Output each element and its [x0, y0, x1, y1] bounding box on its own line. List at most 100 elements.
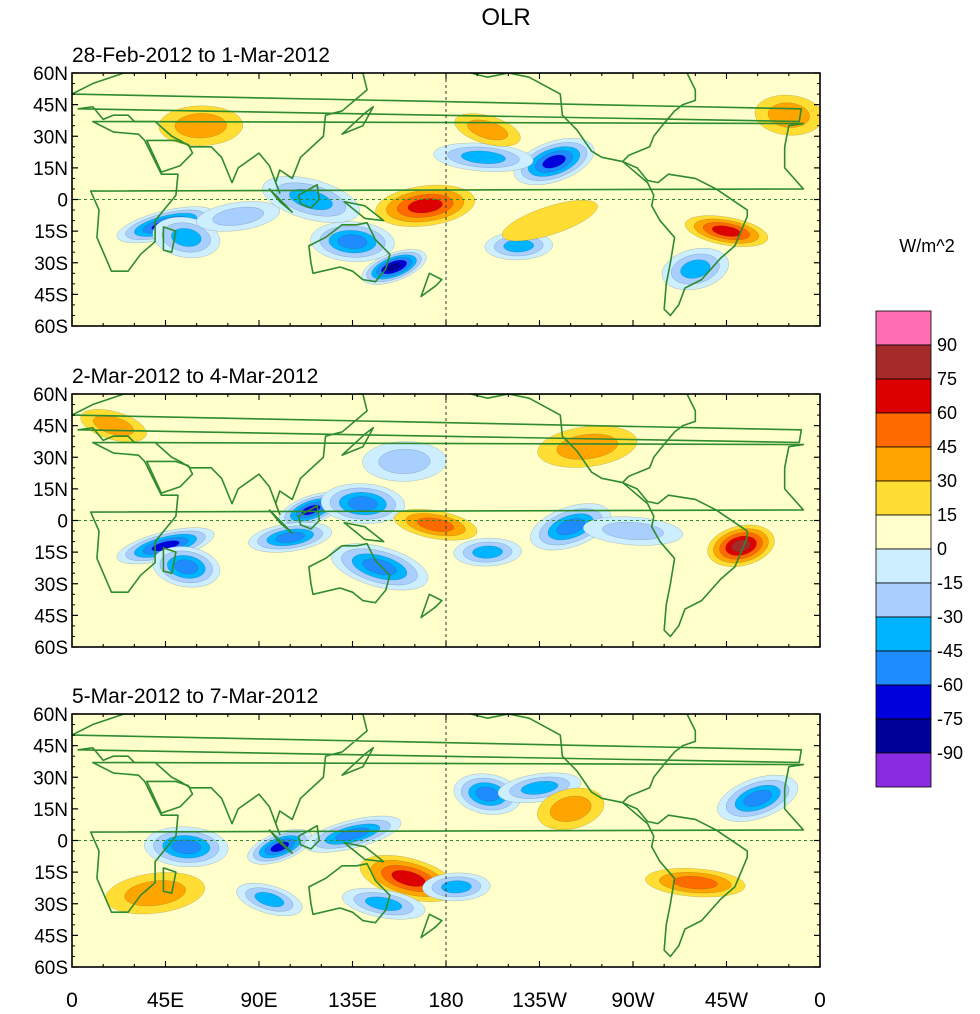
olr-anomaly — [375, 184, 476, 227]
lat-label: 60N — [33, 64, 68, 85]
colorbar-label: 75 — [937, 369, 957, 389]
colorbar-label: -90 — [937, 743, 963, 763]
lon-label: 0 — [814, 989, 826, 1012]
colorbar-label: -45 — [937, 641, 963, 661]
lat-label: 60S — [34, 958, 68, 979]
longitude-axis-labels: 0 45E 90E 135E 180 135W 90W 45W 0 — [66, 989, 826, 1012]
olr-anomaly — [717, 774, 799, 822]
olr-anomaly — [513, 138, 595, 186]
olr-anomaly — [684, 215, 769, 247]
olr-anomaly — [105, 872, 205, 915]
colorbar-swatch — [875, 616, 932, 652]
olr-anomaly — [433, 142, 534, 172]
olr-anomaly — [310, 221, 395, 262]
lat-label: 15S — [34, 543, 68, 564]
lat-label: 45N — [33, 96, 68, 117]
olr-anomaly — [454, 113, 521, 147]
colorbar-swatch — [875, 684, 932, 720]
lon-label: 90E — [240, 989, 277, 1012]
olr-anomaly — [342, 887, 426, 920]
olr-anomaly — [236, 882, 303, 917]
colorbar-label: 90 — [937, 335, 957, 355]
colorbar-swatch — [875, 480, 932, 516]
map-panel-1: 60N 45N 30N 15N 0 15S 30S 45S 60S — [33, 64, 821, 338]
panel-1-title: 28-Feb-2012 to 1-Mar-2012 — [72, 44, 330, 67]
colorbar-label: 45 — [937, 437, 957, 457]
lat-label: 0 — [57, 832, 68, 853]
colorbar-label: -60 — [937, 675, 963, 695]
lat-label: 15N — [33, 159, 68, 180]
colorbar-swatch — [875, 378, 932, 414]
figure-title: OLR — [481, 4, 530, 31]
olr-anomaly — [707, 524, 775, 567]
lon-label: 135W — [512, 989, 567, 1012]
colorbar-swatch — [875, 446, 932, 482]
colorbar-label: 0 — [937, 539, 947, 559]
olr-anomaly — [661, 247, 729, 291]
lat-label: 60S — [34, 638, 68, 659]
olr-anomaly — [645, 868, 746, 898]
lat-label: 15S — [34, 863, 68, 884]
colorbar-label: 60 — [937, 403, 957, 423]
olr-anomaly — [248, 522, 333, 553]
map-panel-2: 60N 45N 30N 15N 0 15S 30S 45S 60S — [33, 385, 821, 659]
lat-label: 30N — [33, 127, 68, 148]
panel-3-title: 5-Mar-2012 to 7-Mar-2012 — [72, 685, 318, 708]
lon-label: 45W — [705, 989, 748, 1012]
olr-anomaly — [247, 829, 313, 865]
colorbar-swatch — [875, 310, 932, 346]
coastlines — [72, 394, 805, 638]
olr-anomaly — [152, 216, 221, 259]
colorbar-swatch — [875, 548, 932, 584]
olr-anomaly — [453, 537, 522, 567]
lat-label: 15N — [33, 480, 68, 501]
colorbar-swatch — [875, 344, 932, 380]
colorbar: 90 75 60 45 30 15 0 -15 -30 -45 -60 -75 -90 — [875, 310, 963, 788]
colorbar-swatch — [875, 412, 932, 448]
lat-label: 45S — [34, 606, 68, 627]
colorbar-swatch — [875, 582, 932, 618]
lat-label: 30S — [34, 254, 68, 275]
lon-label: 90W — [611, 989, 654, 1012]
olr-anomaly — [537, 787, 605, 831]
lat-label: 30N — [33, 448, 68, 469]
lon-label: 45E — [147, 989, 184, 1012]
map-panel-3: 60N 45N 30N 15N 0 15S 30S 45S 60S — [33, 705, 821, 979]
olr-anomaly — [393, 508, 478, 541]
colorbar-label: -75 — [937, 709, 963, 729]
lat-label: 45S — [34, 285, 68, 306]
panel-2-title: 2-Mar-2012 to 4-Mar-2012 — [72, 365, 318, 388]
coastlines — [72, 714, 805, 958]
lat-label: 15S — [34, 222, 68, 243]
olr-anomaly — [497, 772, 582, 804]
lon-label: 135E — [328, 989, 377, 1012]
lat-label: 15N — [33, 800, 68, 821]
lat-label: 60S — [34, 317, 68, 338]
lon-label: 0 — [66, 989, 78, 1012]
colorbar-label: 15 — [937, 505, 957, 525]
lat-label: 45N — [33, 417, 68, 438]
olr-anomaly — [303, 815, 402, 853]
olr-anomaly — [484, 231, 553, 261]
olr-anomaly — [144, 826, 229, 868]
lat-label: 45S — [34, 926, 68, 947]
colorbar-swatch — [875, 752, 932, 788]
colorbar-units: W/m^2 — [899, 236, 954, 256]
colorbar-swatch — [875, 650, 932, 686]
olr-anomaly — [152, 546, 221, 588]
colorbar-swatch — [875, 718, 932, 754]
olr-anomaly — [158, 105, 244, 146]
olr-anomaly — [196, 201, 281, 232]
olr-anomaly — [453, 773, 522, 815]
lat-label: 0 — [57, 512, 68, 533]
colorbar-label: -30 — [937, 607, 963, 627]
colorbar-swatch — [875, 514, 932, 550]
lat-label: 30N — [33, 768, 68, 789]
colorbar-label: 30 — [937, 471, 957, 491]
lat-label: 45N — [33, 737, 68, 758]
lat-label: 30S — [34, 575, 68, 596]
colorbar-label: -15 — [937, 573, 963, 593]
lat-label: 60N — [33, 385, 68, 406]
olr-anomaly — [501, 199, 598, 242]
